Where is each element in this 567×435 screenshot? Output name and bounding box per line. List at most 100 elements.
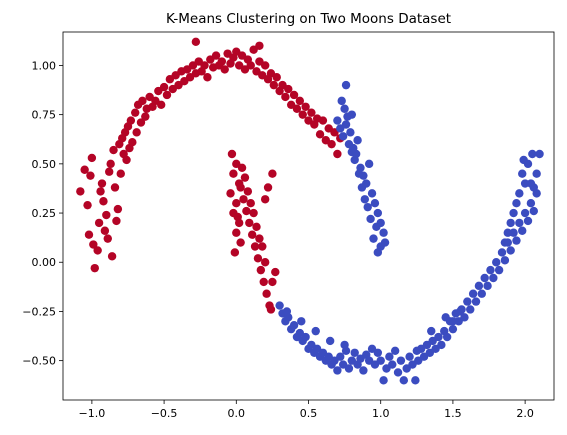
data-point <box>87 153 97 163</box>
data-point <box>260 61 270 70</box>
data-point <box>269 80 279 90</box>
data-point <box>271 267 280 277</box>
data-point <box>363 202 372 212</box>
data-point <box>258 242 267 251</box>
data-point <box>353 136 362 145</box>
data-point <box>388 360 397 369</box>
data-point <box>242 206 251 216</box>
y-tick-label: 0.00 <box>32 256 57 269</box>
data-point <box>112 216 121 226</box>
data-point <box>333 149 342 159</box>
data-point <box>427 326 436 336</box>
data-point <box>336 352 345 361</box>
data-point <box>509 228 518 237</box>
data-point <box>107 252 117 261</box>
data-point <box>396 356 406 365</box>
chart-title: K-Means Clustering on Two Moons Dataset <box>166 11 451 27</box>
data-point <box>272 73 281 82</box>
data-points <box>76 37 544 385</box>
data-point <box>162 90 172 100</box>
data-point <box>232 228 241 237</box>
data-point <box>506 246 515 255</box>
data-point <box>489 273 498 283</box>
data-point <box>159 82 169 92</box>
data-point <box>500 256 510 265</box>
data-point <box>373 248 383 257</box>
data-point <box>89 240 98 249</box>
data-point <box>126 116 136 125</box>
data-point <box>360 195 370 204</box>
data-point <box>468 289 478 298</box>
data-point <box>191 37 201 47</box>
data-point <box>301 332 310 342</box>
data-point <box>327 139 336 149</box>
data-point <box>83 200 92 210</box>
data-point <box>492 258 501 267</box>
data-point <box>434 332 443 342</box>
data-point <box>359 366 368 375</box>
data-point <box>477 289 486 298</box>
data-point <box>157 100 166 110</box>
data-point <box>523 216 533 226</box>
data-point <box>373 348 383 357</box>
data-point <box>471 297 481 306</box>
data-point <box>260 258 270 267</box>
data-point <box>100 226 110 235</box>
data-point <box>256 265 266 275</box>
data-point <box>260 195 270 204</box>
data-point <box>301 102 310 111</box>
data-point <box>110 183 120 192</box>
data-point <box>259 277 268 287</box>
data-point <box>237 163 247 172</box>
data-point <box>122 155 131 165</box>
data-point <box>226 189 235 198</box>
data-point <box>350 348 359 357</box>
data-point <box>227 149 237 159</box>
data-point <box>325 336 335 346</box>
data-point <box>509 208 518 218</box>
data-point <box>236 238 245 247</box>
data-point <box>441 313 450 322</box>
data-point <box>97 179 107 188</box>
data-point <box>103 234 112 243</box>
data-point <box>102 210 111 220</box>
x-tick-label: 1.5 <box>444 407 462 420</box>
x-tick-label: 0.5 <box>300 407 318 420</box>
data-point <box>282 307 292 316</box>
y-tick-label: 0.50 <box>32 158 57 171</box>
data-point <box>376 356 385 365</box>
data-point <box>515 189 524 198</box>
data-point <box>90 263 99 273</box>
data-point <box>520 208 530 218</box>
data-point <box>340 104 349 113</box>
data-point <box>315 130 325 139</box>
data-point <box>380 238 390 247</box>
data-point <box>503 228 512 237</box>
data-point <box>255 234 264 243</box>
data-point <box>239 195 248 204</box>
data-point <box>526 199 536 208</box>
data-point <box>289 321 299 330</box>
data-point <box>203 73 212 82</box>
data-point <box>247 230 257 239</box>
data-point <box>289 90 299 100</box>
data-point <box>236 183 245 192</box>
data-point <box>367 189 377 198</box>
x-tick-label: 2.0 <box>516 407 534 420</box>
data-point <box>411 376 420 385</box>
data-point <box>385 352 394 361</box>
data-point <box>131 108 140 117</box>
data-point <box>211 51 221 60</box>
data-point <box>346 128 355 137</box>
data-point <box>474 281 484 291</box>
data-point <box>366 214 375 224</box>
data-point <box>246 61 255 70</box>
data-point <box>364 159 374 169</box>
data-point <box>340 340 349 350</box>
data-point <box>255 41 264 50</box>
data-point <box>243 187 253 196</box>
data-point <box>240 173 250 182</box>
y-tick-label: −0.25 <box>22 305 56 318</box>
y-tick-label: 0.25 <box>32 207 57 220</box>
